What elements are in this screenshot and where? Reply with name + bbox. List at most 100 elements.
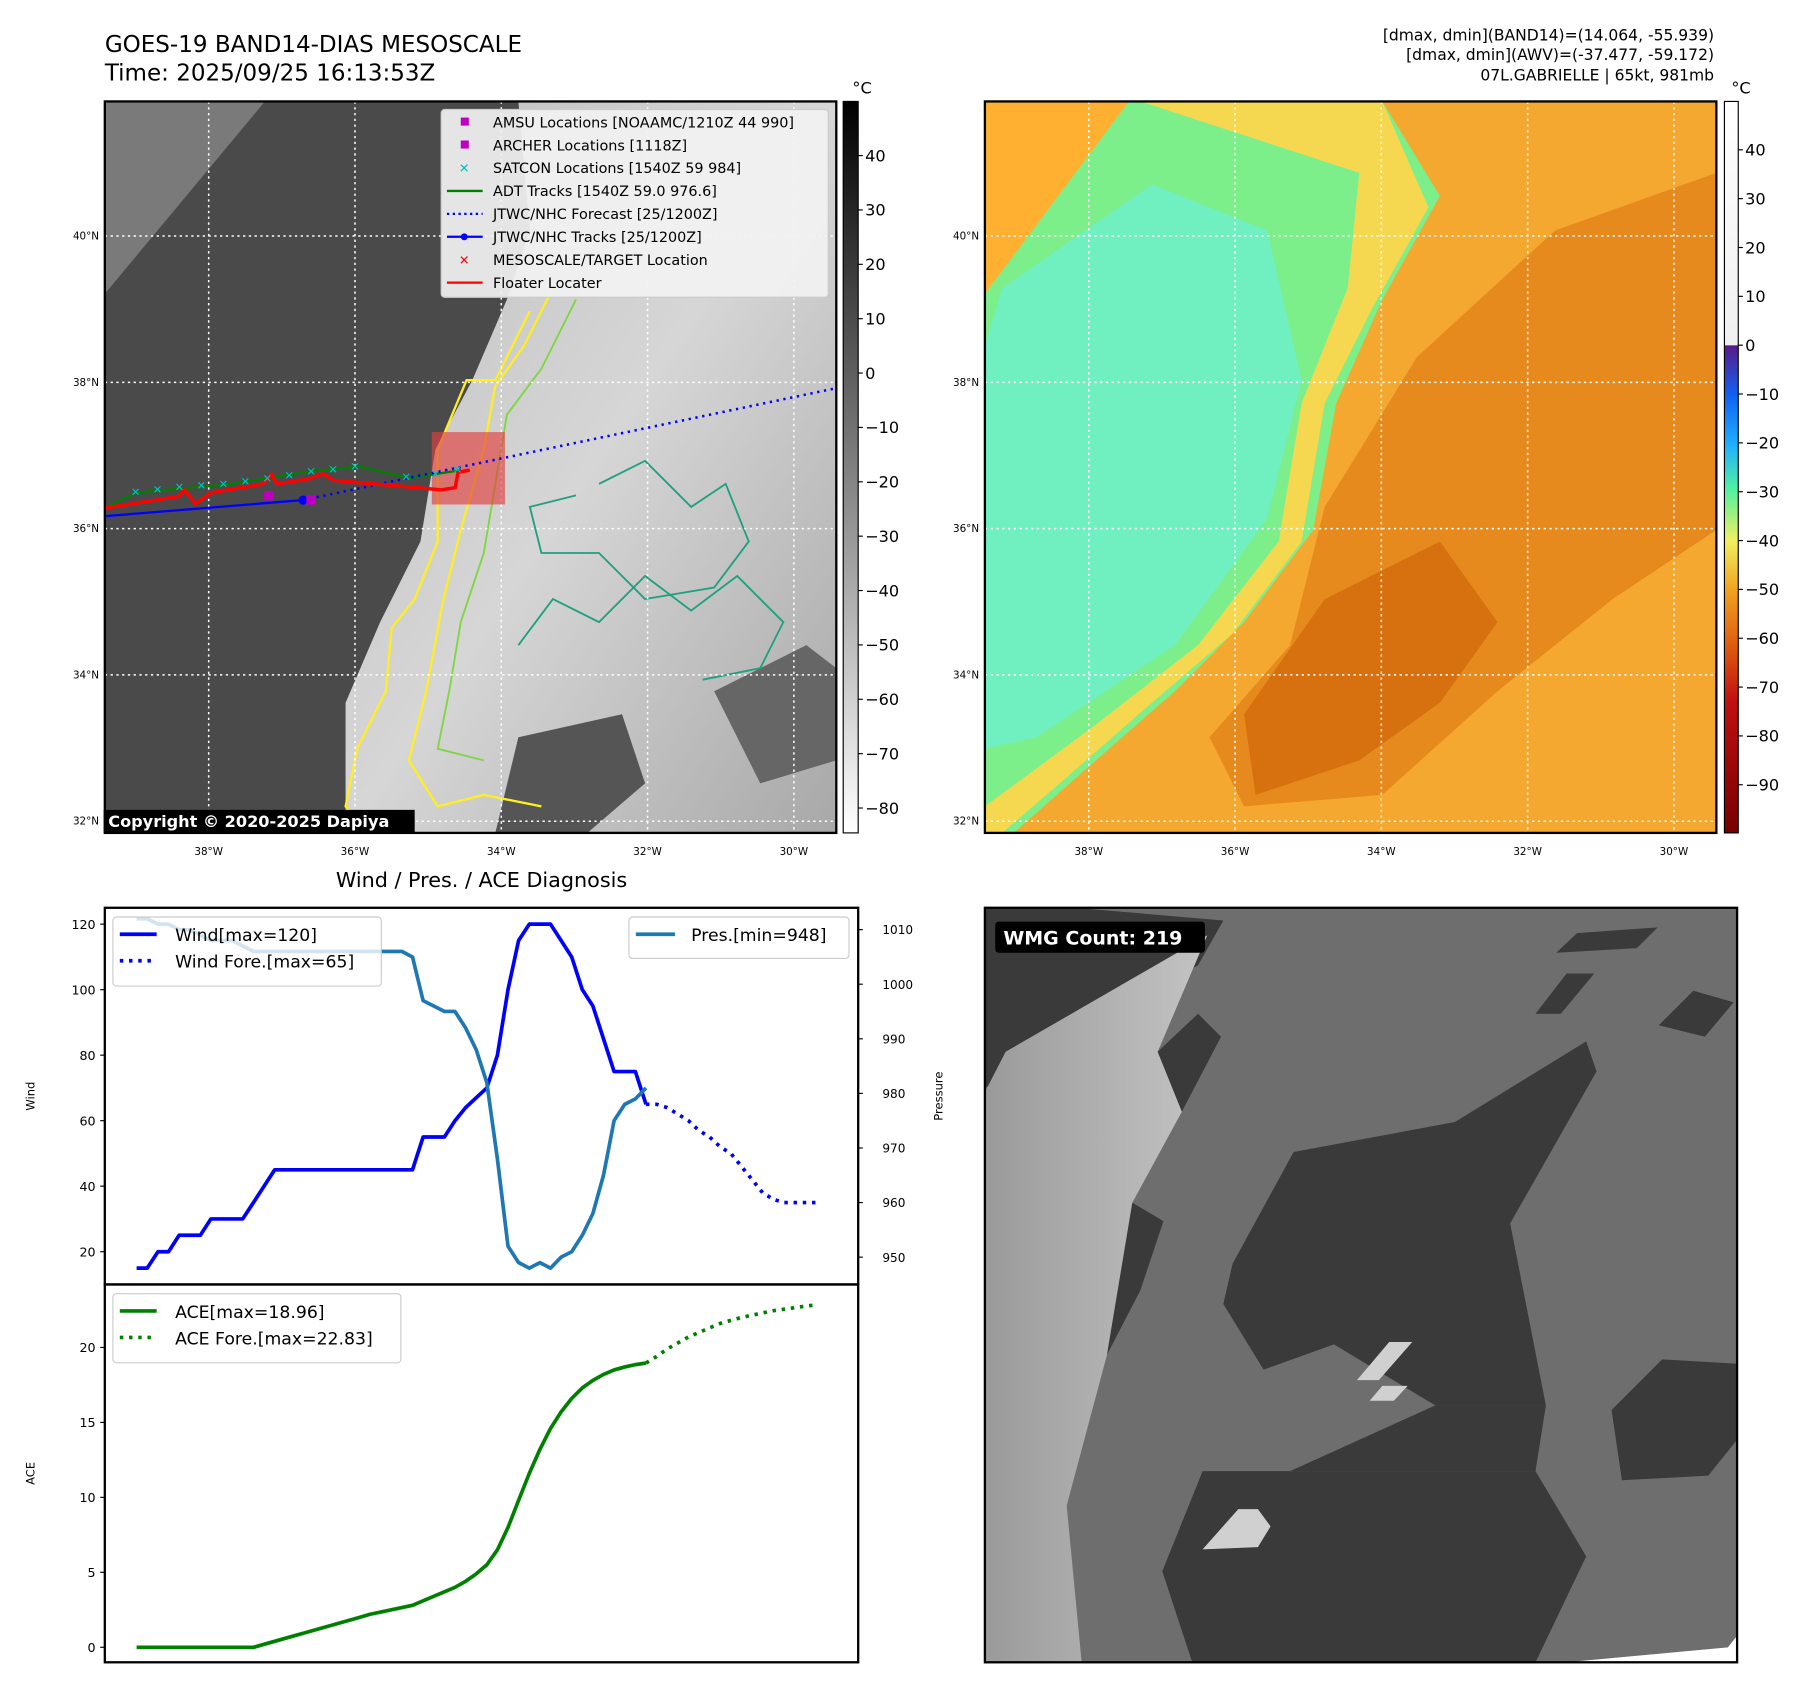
lon-label: 38°W [194,846,223,858]
awv-colorbar [1723,100,1739,834]
wmg-count-box [995,921,1205,953]
y-tick-label: 20 [80,1244,96,1259]
wmg-dark-area [1290,1405,1546,1472]
y-tick-label: 0 [88,1640,96,1655]
storm-info: 07L.GABRIELLE | 65kt, 981mb [1480,67,1714,85]
copyright-box [103,809,415,833]
chart-legend-label: Wind Fore.[max=65] [175,953,354,973]
colorbar-tick-label: −80 [865,799,899,818]
y-tick-label: 5 [88,1565,96,1580]
wmg-light-spot [1356,1342,1413,1381]
legend-label: MESOSCALE/TARGET Location [493,253,708,269]
wmg-dark-area [1611,1359,1738,1481]
satcon-marker: ✕ [328,463,338,477]
lat-label: 40°N [953,230,979,242]
lat-label: 38°N [73,377,99,389]
satcon-marker: ✕ [262,471,272,485]
legend-label: JTWC/NHC Tracks [25/1200Z] [492,230,702,246]
awv-edge-band [984,101,1429,833]
colorbar-unit-right: °C [1731,78,1750,97]
band14-stats: [dmax, dmin](BAND14)=(14.064, -55.939) [1383,26,1714,44]
colorbar-tick-label: 30 [1745,189,1766,208]
series-line-wind [136,922,648,1270]
y-right-tick-label: 1010 [882,923,913,937]
wmg-dark-area [1162,1471,1587,1663]
series-line-wind-fore- [645,1102,816,1205]
colorbar-tick-label: −70 [1745,678,1779,697]
satcon-marker: ✕ [306,465,316,479]
colorbar-tick-label: −50 [1745,580,1779,599]
lat-label: 32°N [73,816,99,828]
colorbar-tick-label: −20 [1745,434,1779,453]
contour-teal [517,574,785,681]
lon-label: 34°W [1367,846,1396,858]
wmg-blank-corner [1566,1635,1738,1663]
y-right-tick-label: 970 [882,1142,905,1156]
figure-title: GOES-19 BAND14-DIAS MESOSCALE [105,32,522,58]
colorbar-tick-label: 30 [865,201,886,220]
ir-map-axes: 40°N 38°N 36°N 34°N 32°N 38°W 36°W 34°W 32°W 30°W [73,230,808,857]
lon-label: 32°W [633,846,662,858]
y-tick-label: 120 [71,917,95,932]
lon-label: 36°W [341,846,370,858]
legend-x-icon: ✕ [459,252,470,267]
lon-label: 30°W [1660,846,1689,858]
jtwc-track-point [298,495,308,505]
wmg-dark-area [1658,990,1734,1037]
legend-dot-icon [460,233,468,241]
awv-core [1244,541,1498,795]
lon-label: 32°W [1513,846,1542,858]
colorbar-tick-label: −50 [865,636,899,655]
series-line-ace-fore- [645,1303,817,1365]
y-axis-label: ACE [24,1462,38,1485]
colorbar-tick-label: −10 [865,418,899,437]
y-right-tick-label: 980 [882,1087,905,1101]
lon-label: 30°W [780,846,809,858]
legend-square-icon [460,117,469,126]
satcon-marker: ✕ [153,482,163,496]
colorbar-ticks-right: 40 30 20 10 0 −10 −20 −30 −40 −50 −60 −70 −80 −90 [1738,141,1779,795]
wmg-light-band [984,935,1208,1663]
y-axis-label: Wind [24,1082,38,1111]
chart-panel-frame [103,1283,860,1664]
adt-track-line [104,465,462,510]
contour-yellow [407,287,554,808]
satcon-marker: ✕ [431,467,441,481]
series-line-ace [136,1361,647,1650]
satcon-marker: ✕ [350,460,360,474]
satcon-marker: ✕ [175,480,185,494]
chart-legend-box [628,916,850,960]
amsu-marker [306,495,316,505]
lat-label: 36°N [953,523,979,535]
contour-green [436,299,577,762]
y-tick-label: 10 [80,1490,96,1505]
chart-legend-label: ACE[max=18.96] [175,1303,324,1323]
figure-time: Time: 2025/09/25 16:13:53Z [104,61,436,87]
lat-label: 34°N [73,669,99,681]
lat-label: 38°N [953,377,979,389]
chart-legend-label: ACE Fore.[max=22.83] [175,1329,373,1349]
wmg-dark-stripe [1106,1202,1164,1355]
copyright-text: Copyright © 2020-2025 Dapiya [108,812,389,831]
y-tick-label: 100 [71,982,95,997]
lat-label: 32°N [953,816,979,828]
colorbar-tick-label: 40 [865,146,886,165]
satcon-marker: ✕ [197,479,207,493]
wmg-dark-area [1223,1041,1597,1406]
colorbar-tick-label: 20 [1745,238,1766,257]
colorbar-tick-label: −10 [1745,385,1779,404]
colorbar-tick-label: 10 [1745,287,1766,306]
colorbar-tick-label: −60 [1745,629,1779,648]
chart-title: Wind / Pres. / ACE Diagnosis [336,868,627,892]
contour-teal [528,459,750,601]
awv-moist-region [984,184,1302,749]
wmg-frame [983,906,1739,1664]
floater-locater-line [104,468,471,510]
wmg-light-spot [1369,1385,1408,1401]
ir-clear-patch [495,714,646,833]
satcon-marker: ✕ [219,477,229,491]
awv-map-axes: 40°N 38°N 36°N 34°N 32°N 38°W 36°W 34°W 32°W 30°W [953,230,1688,857]
y-right-axis-label: Pressure [931,1072,945,1121]
colorbar-tick-label: −70 [865,744,899,763]
legend-label: JTWC/NHC Forecast [25/1200Z] [492,207,717,223]
